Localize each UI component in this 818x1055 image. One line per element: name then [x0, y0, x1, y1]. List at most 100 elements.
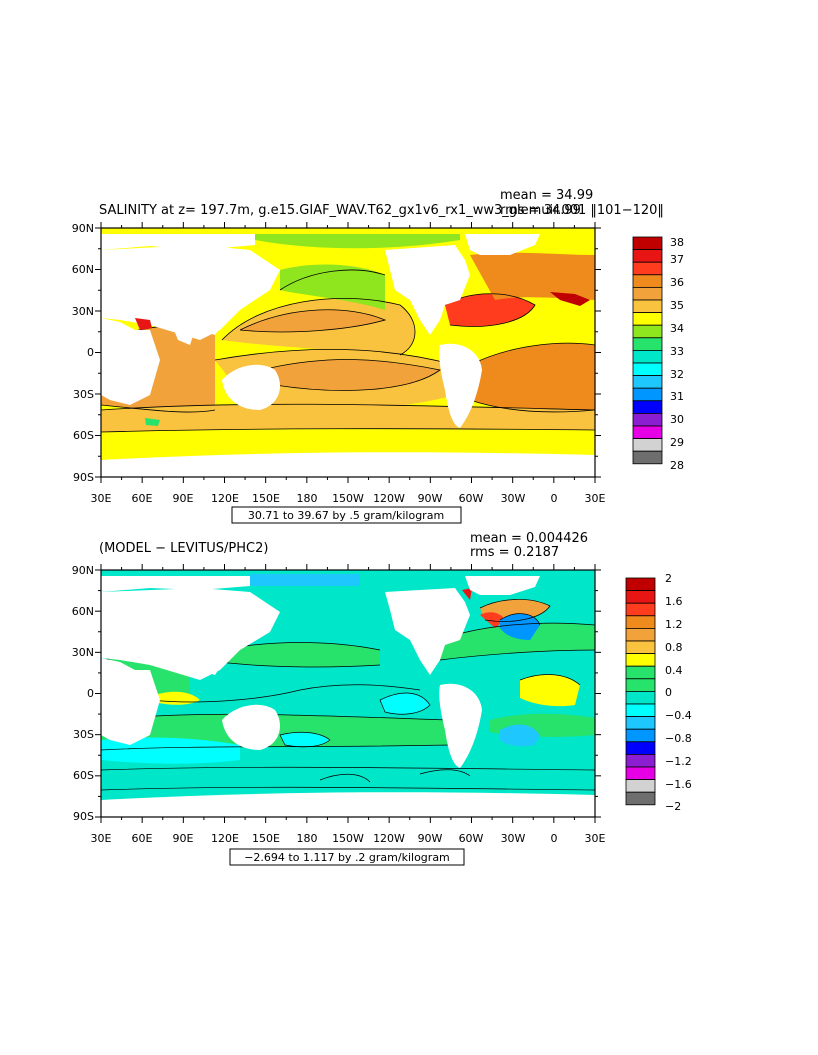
colorbar-label: −2 — [665, 800, 681, 813]
lat-label: 60N — [72, 263, 94, 276]
colorbar-label: 38 — [670, 236, 684, 249]
colorbar-cell — [625, 741, 656, 755]
land — [101, 234, 595, 477]
lon-axis: 30E 60E 90E 120E 150E 180 150W 120W 90W … — [91, 492, 606, 505]
colorbar-cell — [632, 324, 663, 339]
colorbar-label: 30 — [670, 413, 684, 426]
lon-label: 30W — [501, 832, 526, 845]
lon-label: 150E — [252, 492, 280, 505]
lon-label: 30W — [501, 492, 526, 505]
colorbar-cell — [625, 703, 656, 718]
colorbar-label: 31 — [670, 390, 684, 403]
colorbar-cell — [625, 691, 656, 705]
lon-label: 30E — [91, 832, 112, 845]
lon-label: 90E — [173, 492, 194, 505]
colorbar-cell — [632, 299, 663, 314]
lon-label: 60W — [459, 832, 484, 845]
colorbar-cell — [632, 261, 663, 276]
colorbar-label: 1.2 — [665, 618, 683, 631]
colorbar-label: 29 — [670, 436, 684, 449]
colorbar-cell — [625, 615, 656, 629]
lon-label: 120E — [211, 492, 239, 505]
colorbar-cell — [625, 628, 656, 642]
difference-map — [101, 570, 595, 817]
colorbar-cell — [632, 312, 663, 326]
contour-info-box: 30.71 to 39.67 by .5 gram/kilogram — [231, 506, 462, 524]
colorbar-label: −0.8 — [665, 732, 692, 745]
colorbar-label: −1.2 — [665, 755, 692, 768]
colorbar-cell — [625, 577, 656, 592]
colorbar-cell — [632, 412, 663, 427]
colorbar-cell — [625, 766, 656, 781]
colorbar-label: 37 — [670, 253, 684, 266]
lon-label: 90E — [173, 832, 194, 845]
colorbar-label: 35 — [670, 299, 684, 312]
colorbar-label: −1.6 — [665, 778, 692, 791]
colorbar-cell — [632, 362, 663, 377]
lat-label: 30S — [73, 728, 94, 741]
colorbar-cell — [625, 678, 656, 692]
lon-label: 30E — [91, 492, 112, 505]
colorbar-cell — [632, 236, 663, 251]
colorbar-label: 0.4 — [665, 664, 683, 677]
colorbar-label: 28 — [670, 459, 684, 472]
lat-label: 60S — [73, 429, 94, 442]
colorbar-cell — [625, 754, 656, 768]
mean-label: mean = 0.004426 — [470, 531, 588, 546]
lat-label: 90S — [73, 471, 94, 484]
salinity-map — [101, 228, 595, 477]
lat-label: 30N — [72, 305, 94, 318]
colorbar-cell — [632, 349, 663, 364]
colorbar-cell — [625, 602, 656, 617]
lon-label: 90W — [418, 832, 443, 845]
colorbar-label: 1.6 — [665, 595, 683, 608]
lat-label: 60N — [72, 605, 94, 618]
contour-info: −2.694 to 1.117 by .2 gram/kilogram — [244, 851, 450, 864]
lon-label: 180 — [297, 492, 318, 505]
colorbar-cell — [625, 640, 656, 655]
rms-label: rms = 34.99 — [500, 203, 581, 218]
panel-title: SALINITY at z= 197.7m, g.e15.GIAF_WAV.T6… — [99, 203, 664, 218]
colorbar-cell — [632, 425, 663, 440]
lon-axis: 30E 60E 90E 120E 150E 180 150W 120W 90W … — [91, 832, 606, 845]
colorbar-label: 34 — [670, 322, 684, 335]
lon-label: 60E — [132, 492, 153, 505]
lon-label: 30E — [585, 492, 606, 505]
colorbar-cell — [632, 400, 663, 414]
lon-label: 30E — [585, 832, 606, 845]
lat-label: 30S — [73, 388, 94, 401]
lat-label: 60S — [73, 769, 94, 782]
colorbar-label: 0 — [665, 686, 672, 699]
colorbar-cell — [632, 438, 663, 452]
mean-label: mean = 34.99 — [500, 188, 593, 203]
lat-label: 90N — [72, 222, 94, 235]
panel-salinity: SALINITY at z= 197.7m, g.e15.GIAF_WAV.T6… — [72, 188, 684, 524]
colorbar-label: 2 — [665, 572, 672, 585]
colorbar-labels: 2 1.6 1.2 0.8 0.4 0 −0.4 −0.8 −1.2 −1.6 … — [665, 572, 692, 813]
land — [101, 576, 595, 817]
colorbar-cell — [625, 653, 656, 667]
colorbar — [632, 236, 663, 465]
colorbar-cell — [625, 590, 656, 604]
lat-axis: 90N 60N 30N 0 30S 60S 90S — [72, 564, 94, 823]
colorbar-cell — [632, 450, 663, 465]
lat-label: 0 — [87, 346, 94, 359]
lon-label: 60W — [459, 492, 484, 505]
contour-info-box: −2.694 to 1.117 by .2 gram/kilogram — [229, 848, 465, 866]
colorbar-label: 0.8 — [665, 641, 683, 654]
panel-difference: (MODEL − LEVITUS/PHC2) mean = 0.004426 r… — [72, 531, 692, 866]
lat-label: 90S — [73, 810, 94, 823]
lat-label: 30N — [72, 646, 94, 659]
colorbar-cell — [632, 286, 663, 301]
lon-label: 0 — [551, 492, 558, 505]
colorbar-cell — [632, 337, 663, 351]
lon-label: 120W — [373, 492, 405, 505]
lon-label: 120W — [373, 832, 405, 845]
lon-label: 90W — [418, 492, 443, 505]
lat-label: 90N — [72, 564, 94, 577]
lat-axis: 90N 60N 30N 0 30S 60S 90S — [72, 222, 94, 484]
colorbar — [625, 577, 656, 806]
colorbar-cell — [632, 249, 663, 263]
lon-label: 180 — [297, 832, 318, 845]
